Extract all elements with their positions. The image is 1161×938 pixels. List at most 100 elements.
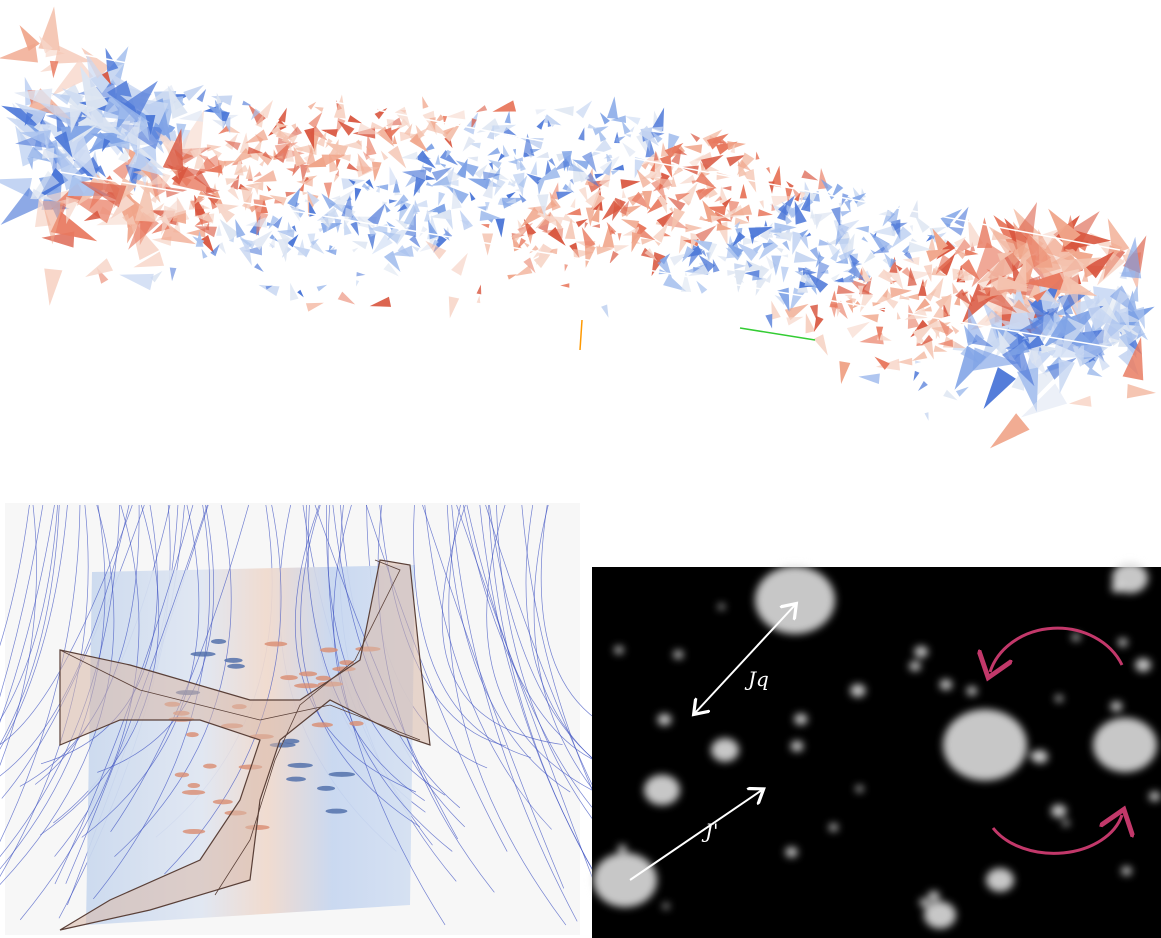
vector-glyph bbox=[1112, 290, 1130, 312]
vector-glyph bbox=[675, 192, 690, 202]
vector-glyph bbox=[287, 234, 299, 248]
streamline bbox=[0, 504, 37, 766]
vector-glyph bbox=[167, 85, 188, 119]
vector-glyph bbox=[14, 88, 53, 108]
vector-glyph bbox=[573, 248, 594, 259]
vector-glyph bbox=[972, 347, 1021, 371]
vector-glyph bbox=[682, 246, 695, 263]
vector-glyph bbox=[669, 207, 674, 214]
vector-glyph bbox=[836, 308, 841, 317]
vector-glyph bbox=[859, 291, 874, 313]
vector-glyph bbox=[634, 156, 645, 179]
vector-glyph bbox=[759, 200, 764, 209]
vector-glyph bbox=[1131, 323, 1148, 341]
vector-glyph bbox=[183, 84, 204, 101]
vector-glyph bbox=[917, 380, 928, 392]
vector-glyph bbox=[316, 130, 327, 147]
vector-glyph bbox=[793, 251, 818, 263]
vector-glyph bbox=[1094, 297, 1119, 323]
vector-glyph bbox=[622, 142, 636, 157]
particle-cluster bbox=[662, 903, 670, 909]
vector-glyph bbox=[218, 159, 227, 178]
streamline bbox=[463, 504, 597, 762]
vector-glyph bbox=[935, 254, 952, 275]
vector-glyph bbox=[321, 129, 338, 138]
vector-glyph bbox=[492, 100, 517, 112]
vector-glyph bbox=[321, 154, 346, 167]
vector-glyph bbox=[564, 264, 569, 272]
vector-glyph bbox=[308, 201, 317, 217]
vector-glyph bbox=[384, 203, 391, 213]
streamline bbox=[488, 504, 612, 903]
vector-glyph bbox=[877, 237, 893, 253]
vector-glyph bbox=[171, 166, 189, 186]
glyph bbox=[187, 783, 201, 789]
vector-glyph bbox=[621, 120, 631, 135]
vector-glyph bbox=[560, 283, 570, 288]
vector-glyph bbox=[479, 210, 502, 221]
vector-glyph bbox=[924, 412, 929, 421]
vector-glyph bbox=[242, 100, 252, 106]
vector-glyph bbox=[419, 226, 428, 237]
vector-glyph bbox=[663, 274, 687, 292]
streamline bbox=[0, 504, 60, 745]
vector-glyph bbox=[492, 167, 501, 181]
vector-glyph bbox=[335, 117, 346, 135]
axis-orange bbox=[579, 319, 583, 351]
vector-glyph bbox=[60, 125, 96, 144]
vector-glyph bbox=[85, 258, 114, 277]
vector-glyph bbox=[739, 183, 748, 199]
vector-glyph bbox=[321, 193, 336, 210]
vector-glyph bbox=[581, 227, 596, 249]
vector-glyph bbox=[725, 247, 743, 261]
vector-glyph bbox=[631, 232, 642, 253]
vector-glyph bbox=[527, 205, 545, 215]
vector-glyph bbox=[855, 225, 870, 233]
vector-glyph bbox=[575, 100, 593, 119]
vector-glyph bbox=[1117, 307, 1130, 331]
vector-glyph bbox=[861, 236, 869, 243]
vector-glyph bbox=[852, 192, 867, 204]
glyph bbox=[210, 638, 227, 644]
particle-cluster bbox=[909, 661, 921, 671]
glyph bbox=[349, 720, 364, 726]
vector-glyph bbox=[194, 147, 206, 169]
vector-glyph bbox=[210, 244, 220, 257]
vector-glyph bbox=[784, 303, 809, 321]
vector-glyph bbox=[997, 319, 1011, 328]
vector-glyph bbox=[285, 191, 297, 197]
vector-glyph bbox=[922, 338, 934, 360]
particle-cluster bbox=[755, 566, 835, 634]
vector-glyph bbox=[419, 238, 438, 252]
vector-glyph bbox=[387, 145, 407, 169]
vector-glyph bbox=[1083, 315, 1105, 360]
vector-glyph bbox=[494, 178, 506, 197]
vector-glyph bbox=[488, 162, 494, 171]
particle-cluster bbox=[829, 823, 838, 832]
vector-glyph bbox=[926, 234, 936, 240]
streamline bbox=[422, 504, 565, 889]
vector-glyph bbox=[412, 204, 418, 215]
vector-glyph bbox=[402, 169, 427, 182]
vector-glyph bbox=[502, 144, 510, 158]
streamline bbox=[0, 504, 55, 723]
particle-cluster bbox=[939, 679, 953, 690]
vector-glyph bbox=[882, 288, 889, 298]
particle-cluster bbox=[718, 603, 725, 610]
vector-glyph bbox=[805, 232, 812, 238]
vector-glyph bbox=[471, 118, 477, 129]
vector-glyph bbox=[575, 218, 588, 228]
vector-glyph bbox=[636, 169, 651, 188]
vector-glyph bbox=[798, 267, 808, 272]
vector-glyph bbox=[801, 170, 819, 181]
vector-glyph bbox=[702, 129, 723, 147]
vector-glyph bbox=[800, 191, 806, 203]
vector-glyph bbox=[590, 204, 600, 223]
vector-glyph bbox=[365, 146, 372, 153]
vector-glyph bbox=[515, 265, 533, 277]
vector-glyph bbox=[943, 389, 958, 401]
vector-glyph bbox=[477, 206, 487, 211]
vector-glyph bbox=[346, 163, 359, 171]
vector-glyph bbox=[846, 321, 870, 339]
vector-glyph bbox=[347, 115, 363, 124]
